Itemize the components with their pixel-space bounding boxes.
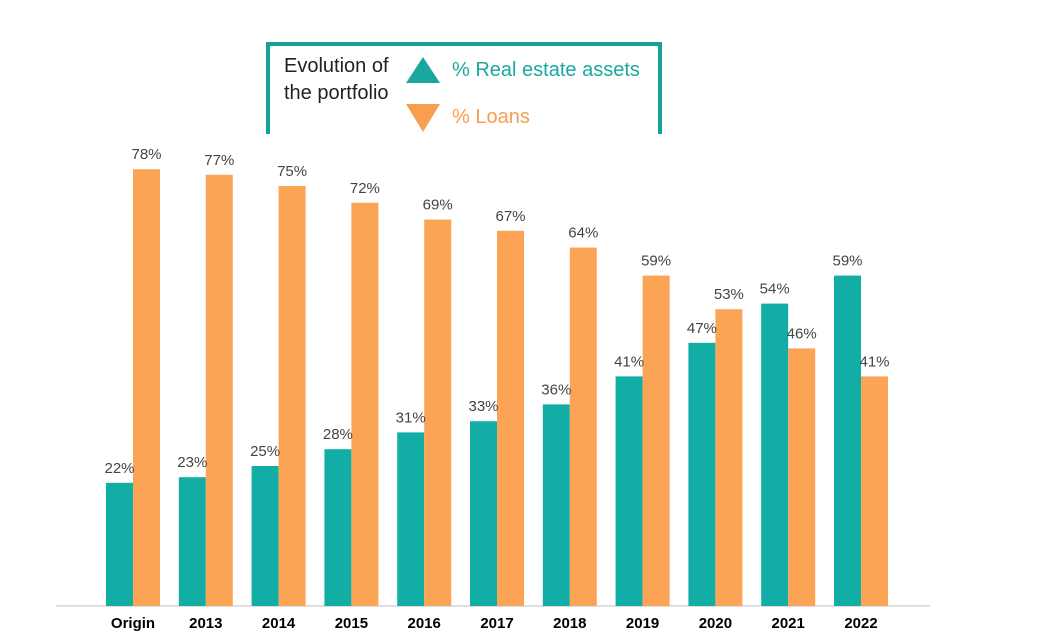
data-label-loans-2016: 69% [423,197,453,214]
data-label-real-estate-2021: 54% [760,281,790,298]
bar-real-estate-2016 [397,432,425,606]
bar-loans-2017 [497,230,524,607]
bar-loans-2014 [278,186,306,606]
data-label-loans-2020: 53% [714,286,744,303]
bar-real-estate-origin [106,482,133,606]
category-label-2017: 2017 [480,615,513,632]
category-label-2018: 2018 [553,615,586,632]
category-label-2022: 2022 [844,615,877,632]
bar-loans-2020 [715,309,743,606]
bar-loans-2016 [424,219,452,606]
legend-box [266,42,662,134]
data-label-loans-2014: 75% [277,163,307,180]
bar-loans-2019 [642,275,670,606]
data-label-loans-2022: 41% [859,353,889,370]
legend-label-loans: % Loans [452,106,530,128]
bar-loans-2015 [351,202,379,607]
bar-real-estate-2015 [324,449,352,606]
category-label-2019: 2019 [626,615,659,632]
data-label-real-estate-2020: 47% [687,320,717,337]
data-label-real-estate-2014: 25% [250,443,280,460]
triangle-up-icon [406,57,440,83]
triangle-down-icon [406,104,440,132]
data-label-real-estate-2017: 33% [468,398,498,415]
bar-real-estate-2022 [834,275,861,606]
data-label-loans-origin: 78% [131,146,161,163]
data-label-loans-2018: 64% [568,225,598,242]
data-label-loans-2017: 67% [495,208,525,225]
bar-real-estate-2017 [470,421,497,606]
bar-real-estate-2013 [178,477,206,606]
bar-loans-2013 [205,174,233,607]
legend-title: Evolution of the portfolio [284,55,389,104]
bar-real-estate-2018 [542,404,570,606]
category-label-2020: 2020 [699,615,732,632]
bar-real-estate-2021 [761,303,789,606]
data-label-real-estate-2015: 28% [323,426,353,443]
data-label-real-estate-2022: 59% [832,253,862,270]
bar-loans-2022 [861,376,888,606]
bar-real-estate-2014 [251,466,279,606]
data-label-real-estate-2018: 36% [541,381,571,398]
category-label-2021: 2021 [772,615,805,632]
category-label-2013: 2013 [189,615,222,632]
bar-loans-origin [133,169,160,606]
bar-real-estate-2019 [615,376,643,606]
bar-loans-2021 [788,348,816,606]
data-label-real-estate-2013: 23% [177,454,207,471]
legend-label-real-estate: % Real estate assets [452,59,640,81]
data-label-real-estate-2019: 41% [614,353,644,370]
data-label-real-estate-2016: 31% [396,409,426,426]
category-label-2015: 2015 [335,615,368,632]
category-label-2016: 2016 [408,615,441,632]
data-label-loans-2021: 46% [787,325,817,342]
category-label-2014: 2014 [262,615,296,632]
data-label-real-estate-origin: 22% [104,460,134,477]
category-label-origin: Origin [111,615,155,632]
data-label-loans-2015: 72% [350,180,380,197]
data-label-loans-2013: 77% [204,152,234,169]
data-label-loans-2019: 59% [641,253,671,270]
bar-real-estate-2020 [688,342,716,606]
bar-loans-2018 [569,247,597,606]
